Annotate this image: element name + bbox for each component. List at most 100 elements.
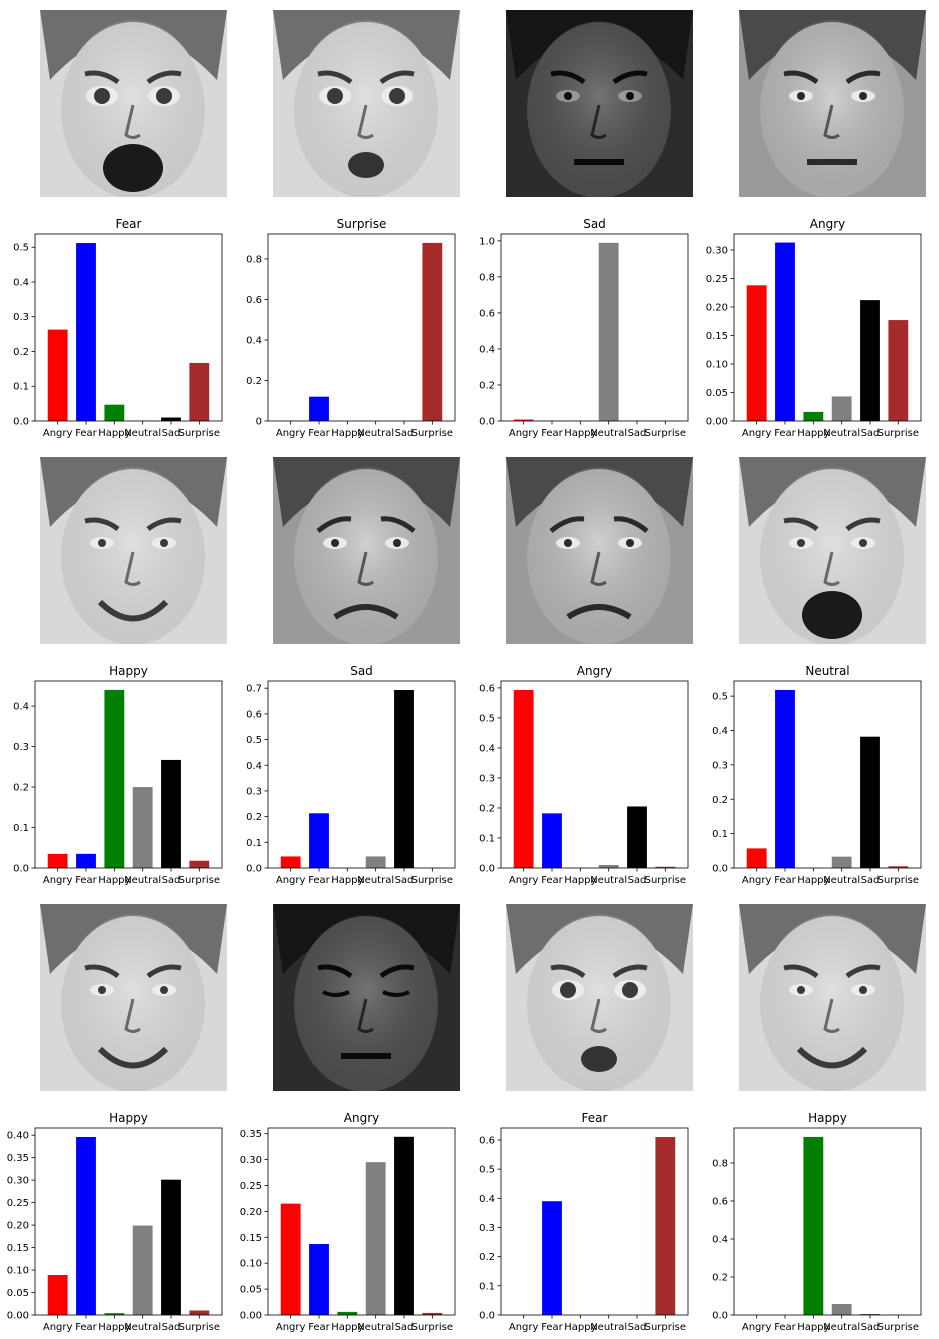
face-image	[273, 904, 460, 1091]
y-tick-label: 0.20	[706, 302, 728, 313]
bar-angry	[280, 1203, 301, 1315]
bar-fear	[76, 1136, 96, 1315]
x-tick-label: Surprise	[412, 875, 453, 886]
y-tick-label: 0.00	[240, 1311, 262, 1322]
y-tick-label: 0.30	[706, 245, 728, 256]
x-tick-label: Fear	[308, 875, 330, 886]
face-image	[739, 904, 926, 1091]
bar-sad	[394, 689, 414, 868]
chart-title: Fear	[582, 1111, 608, 1125]
bar-neutral	[132, 1225, 153, 1315]
axes-frame	[500, 233, 689, 422]
bar-fear	[775, 242, 795, 421]
chart-title: Happy	[109, 664, 148, 678]
bar-sad	[161, 759, 181, 868]
x-tick-label: Fear	[75, 875, 97, 886]
y-tick-label: 0.0	[13, 864, 29, 875]
y-tick-label: 0.0	[479, 864, 495, 875]
bar-surprise	[422, 1312, 443, 1315]
x-tick-label: Angry	[43, 1322, 73, 1333]
x-tick-label: Sad	[162, 428, 181, 439]
y-tick-label: 0.20	[240, 1207, 262, 1218]
x-tick-label: Angry	[509, 1322, 539, 1333]
chart-title: Fear	[116, 217, 142, 231]
face-image	[40, 457, 227, 644]
x-tick-label: Sad	[628, 1322, 647, 1333]
y-tick-label: 0.0	[712, 1311, 728, 1322]
x-tick-label: Surprise	[179, 875, 220, 886]
face-image	[40, 10, 227, 197]
bar-surprise	[888, 866, 909, 868]
x-tick-label: Angry	[509, 428, 539, 439]
y-tick-label: 0.6	[479, 308, 495, 319]
face-image	[506, 904, 693, 1091]
y-tick-label: 0.4	[712, 726, 728, 737]
y-tick-label: 0.6	[246, 295, 262, 306]
bar-fear	[76, 243, 96, 421]
x-tick-label: Angry	[742, 1322, 772, 1333]
chart-title: Happy	[808, 1111, 847, 1125]
y-tick-label: 0.4	[479, 1194, 495, 1205]
y-tick-label: 0.3	[13, 742, 29, 753]
x-tick-label: Happy	[564, 1322, 596, 1333]
y-tick-label: 0.1	[246, 838, 262, 849]
x-tick-label: Surprise	[179, 1322, 220, 1333]
y-tick-label: 0.0	[479, 417, 495, 428]
axes-frame	[733, 680, 922, 869]
bar-angry	[746, 285, 767, 421]
y-tick-label: 0.8	[246, 254, 262, 265]
x-tick-label: Surprise	[878, 875, 919, 886]
bar-sad	[627, 806, 647, 868]
y-tick-label: 0.3	[479, 773, 495, 784]
bar-happy	[337, 1311, 358, 1315]
y-tick-label: 0.6	[479, 683, 495, 694]
y-tick-label: 0.1	[479, 833, 495, 844]
y-tick-label: 0.5	[479, 713, 495, 724]
y-tick-label: 0.6	[712, 1196, 728, 1207]
y-tick-label: 0.00	[706, 417, 728, 428]
x-tick-label: Angry	[742, 428, 772, 439]
bar-surprise	[655, 866, 676, 868]
chart-title: Happy	[109, 1111, 148, 1125]
x-tick-label: Happy	[797, 875, 829, 886]
bar-fear	[309, 1244, 329, 1315]
y-tick-label: 0.2	[479, 1252, 495, 1263]
x-tick-label: Surprise	[878, 428, 919, 439]
x-tick-label: Happy	[797, 428, 829, 439]
bar-sad	[394, 1136, 414, 1315]
y-tick-label: 0.0	[712, 864, 728, 875]
y-tick-label: 0.10	[240, 1259, 262, 1270]
x-tick-label: Fear	[541, 428, 563, 439]
chart-title: Sad	[583, 217, 606, 231]
x-tick-label: Sad	[395, 428, 414, 439]
x-tick-label: Angry	[43, 428, 73, 439]
x-tick-label: Happy	[331, 875, 363, 886]
bar-fear	[775, 689, 795, 868]
y-tick-label: 0.2	[246, 812, 262, 823]
x-tick-label: Sad	[861, 428, 880, 439]
chart-title: Sad	[350, 664, 373, 678]
y-tick-label: 0.4	[246, 335, 262, 346]
axes-frame	[267, 233, 456, 422]
y-tick-label: 0.25	[7, 1198, 29, 1209]
bar-neutral	[598, 865, 619, 868]
y-tick-label: 0.0	[479, 1311, 495, 1322]
y-tick-label: 0.5	[479, 1165, 495, 1176]
axes-frame	[733, 233, 922, 422]
x-tick-label: Happy	[98, 1322, 130, 1333]
x-tick-label: Neutral	[590, 875, 627, 886]
y-tick-label: 0.2	[479, 380, 495, 391]
x-tick-label: Happy	[797, 1322, 829, 1333]
y-tick-label: 0.1	[13, 823, 29, 834]
bar-happy	[104, 404, 125, 421]
y-tick-label: 0.30	[240, 1155, 262, 1166]
y-tick-label: 0.15	[7, 1243, 29, 1254]
x-tick-label: Happy	[98, 428, 130, 439]
axes-frame	[267, 680, 456, 869]
y-tick-label: 0.8	[712, 1158, 728, 1169]
x-tick-label: Angry	[276, 875, 306, 886]
y-tick-label: 0.1	[712, 829, 728, 840]
y-tick-label: 0.05	[7, 1288, 29, 1299]
